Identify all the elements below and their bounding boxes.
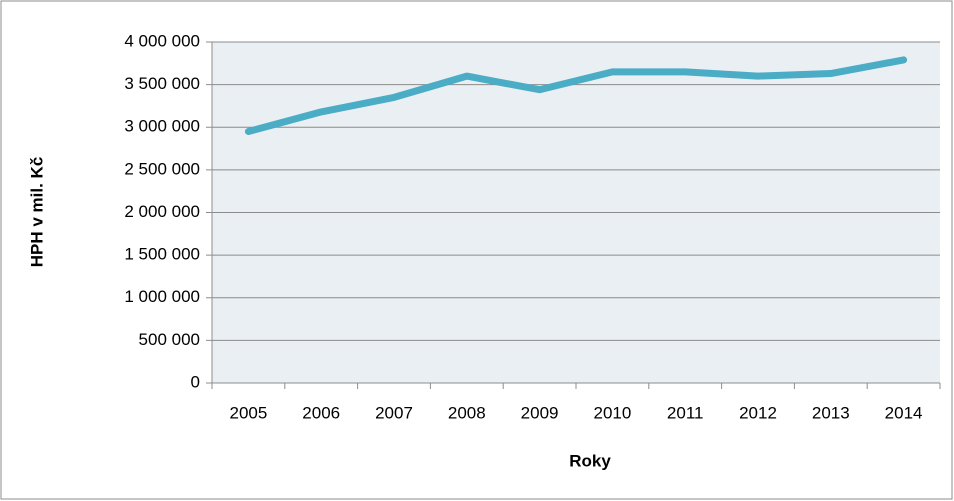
x-tick-label: 2007 xyxy=(375,403,413,422)
y-tick-label: 2 000 000 xyxy=(124,202,200,221)
y-tick-label: 500 000 xyxy=(139,330,200,349)
x-tick-label: 2008 xyxy=(448,403,486,422)
x-tick-label: 2014 xyxy=(885,403,923,422)
x-tick-label: 2005 xyxy=(229,403,267,422)
y-tick-label: 3 000 000 xyxy=(124,117,200,136)
y-tick-label: 1 500 000 xyxy=(124,245,200,264)
x-tick-label: 2006 xyxy=(302,403,340,422)
x-tick-label: 2010 xyxy=(593,403,631,422)
x-tick-label: 2013 xyxy=(812,403,850,422)
x-tick-label: 2009 xyxy=(521,403,559,422)
y-tick-label: 1 000 000 xyxy=(124,287,200,306)
y-tick-label: 2 500 000 xyxy=(124,159,200,178)
y-tick-label: 0 xyxy=(191,372,200,391)
y-tick-label: 3 500 000 xyxy=(124,74,200,93)
data-line xyxy=(244,56,908,136)
x-tick-label: 2011 xyxy=(667,403,704,422)
x-tick-label: 2012 xyxy=(739,403,777,422)
y-tick-label: 4 000 000 xyxy=(124,31,200,50)
x-axis-label: Roky xyxy=(569,451,611,470)
y-axis-label: HPH v mil. Kč xyxy=(27,157,46,268)
